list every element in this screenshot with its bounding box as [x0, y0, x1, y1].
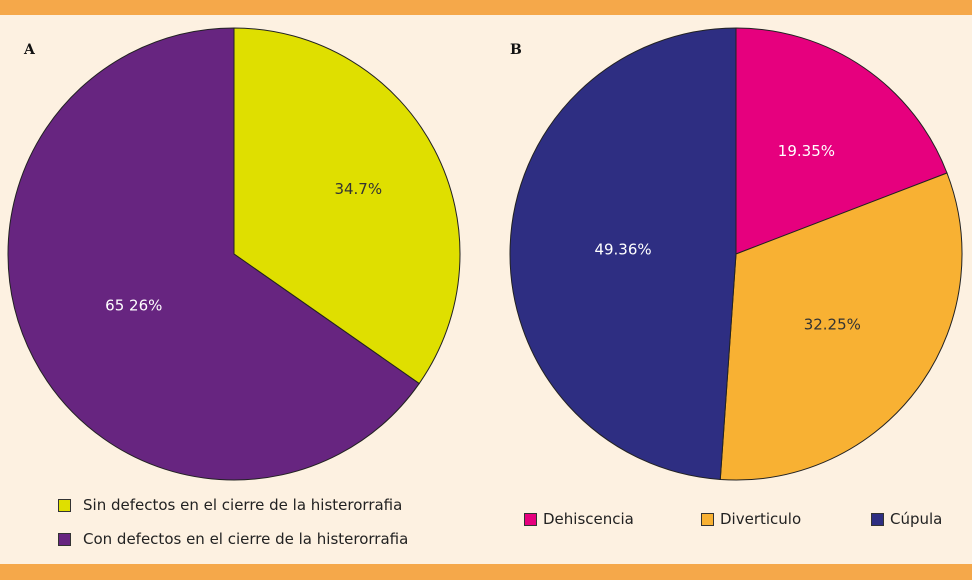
panel-label-a: A — [23, 42, 36, 58]
slice-value-label: 49.36% — [594, 241, 651, 259]
pie-chart-a: 34.7% 65 26% — [7, 27, 461, 481]
slice-value-label: 19.35% — [778, 142, 835, 160]
legend-label: Diverticulo — [720, 510, 802, 528]
legend-swatch — [58, 532, 71, 546]
panel-label-b: B — [510, 42, 522, 58]
legend-swatch — [871, 512, 884, 526]
slice-value-label: 65 26% — [105, 297, 162, 315]
legend-swatch — [58, 498, 71, 512]
legend-label: Con defectos en el cierre de la histeror… — [83, 530, 409, 548]
legend-item-con-defectos: Con defectos en el cierre de la histeror… — [58, 528, 408, 550]
pie-slice-con-defectos-en-el-cierre-de-la-histerorrafia — [7, 27, 420, 481]
legend-swatch — [701, 512, 714, 526]
legend-swatch — [524, 512, 537, 526]
legend-item-cupula: Cúpula — [871, 508, 942, 530]
pie-chart-b: 19.35% 32.25% 49.36% — [509, 27, 963, 481]
slice-value-label: 34.7% — [334, 180, 382, 198]
legend-b: Dehiscencia Diverticulo Cúpula — [524, 508, 942, 530]
slice-value-label: 32.25% — [804, 316, 861, 334]
pie-slice-sin-defectos-en-el-cierre-de-la-histerorrafia — [233, 27, 461, 385]
pie-slice-cupula — [509, 27, 737, 480]
pie-slice-dehiscencia — [735, 27, 948, 255]
legend-label: Sin defectos en el cierre de la histeror… — [83, 496, 403, 514]
legend-item-dehiscencia: Dehiscencia — [524, 508, 701, 530]
legend-item-sin-defectos: Sin defectos en el cierre de la histeror… — [58, 494, 408, 516]
pie-slice-diverticulo — [719, 172, 963, 481]
legend-label: Dehiscencia — [543, 510, 634, 528]
legend-item-diverticulo: Diverticulo — [701, 508, 871, 530]
legend-a: Sin defectos en el cierre de la histeror… — [58, 494, 408, 562]
top-border-bar — [0, 0, 972, 15]
legend-label: Cúpula — [890, 510, 943, 528]
bottom-border-bar — [0, 564, 972, 580]
